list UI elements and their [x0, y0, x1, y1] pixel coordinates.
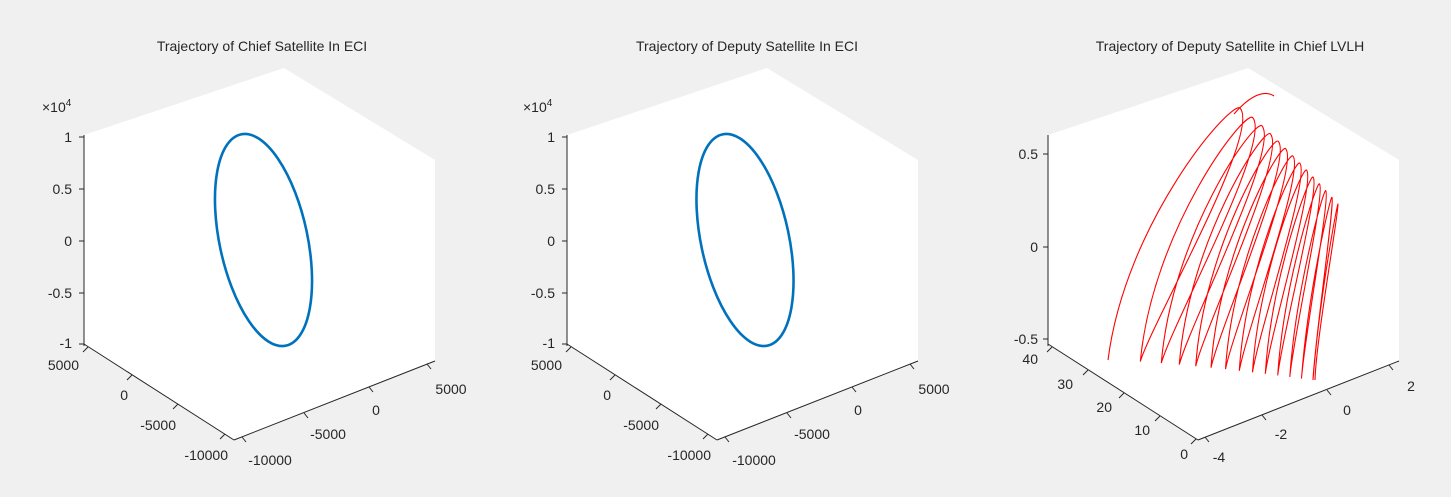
left-tick-label: 5000	[531, 357, 562, 373]
left-tick-label: -10000	[667, 447, 711, 463]
chart-title-1: Trajectory of Chief Satellite In ECI	[157, 38, 367, 54]
right-floor-axis-2: -10000 -5000 0 5000	[716, 360, 950, 468]
axes-box-2	[567, 68, 918, 440]
left-tick-label: 10	[1134, 422, 1150, 438]
chart-title-3: Trajectory of Deputy Satellite in Chief …	[1096, 38, 1364, 54]
right-tick-mark	[786, 412, 792, 419]
right-tick-mark	[303, 412, 309, 419]
right-tick-label: -5000	[310, 426, 346, 442]
left-tick-mark	[702, 433, 709, 440]
z-exponent-label-1: ×104	[42, 98, 72, 115]
right-tick-mark	[426, 363, 432, 370]
left-tick-mark	[1082, 369, 1089, 376]
left-axis-line-1	[83, 343, 235, 441]
right-tick-label: -10000	[248, 452, 292, 468]
right-tick-mark	[851, 386, 857, 393]
right-tick-label: 5000	[918, 381, 949, 397]
trajectory-start-arc	[1233, 92, 1275, 115]
z-axis-2: 1 0.5 0 -0.5 -1	[531, 129, 568, 351]
z-tick-label: -0.5	[1014, 331, 1038, 347]
left-tick-label: 0	[603, 387, 611, 403]
right-tick-label: -5000	[794, 426, 830, 442]
right-tick-label: -4	[1213, 449, 1226, 465]
z-tick-label: 1	[64, 129, 72, 145]
z-axis-3: 0.5 0 -0.5	[1014, 135, 1049, 347]
right-tick-mark	[724, 436, 730, 443]
right-tick-label: 2	[1407, 378, 1415, 394]
z-tick-label: -0.5	[48, 285, 72, 301]
right-floor-axis-3: -4 -2 0 2	[1197, 360, 1415, 465]
left-tick-mark	[1046, 346, 1053, 353]
left-axis-line-2	[566, 343, 718, 441]
right-tick-label: -10000	[732, 452, 776, 468]
z-tick-label: 0	[64, 233, 72, 249]
left-tick-label: 40	[1022, 351, 1038, 367]
left-tick-mark	[565, 346, 572, 353]
orbit-line-chief	[213, 132, 314, 348]
z-tick-label: 1	[547, 129, 555, 145]
relative-trajectory-line	[1107, 92, 1339, 381]
z-tick-label: 0.5	[536, 181, 556, 197]
z-tick-label: 0.5	[53, 181, 73, 197]
left-tick-mark	[655, 403, 662, 410]
left-tick-mark	[172, 403, 179, 410]
subplot-3: Trajectory of Deputy Satellite in Chief …	[1014, 38, 1415, 465]
right-tick-label: 0	[1343, 402, 1351, 418]
right-tick-label: 5000	[435, 381, 466, 397]
left-tick-mark	[609, 374, 616, 381]
right-axis-line-3	[1197, 360, 1400, 441]
z-axis-1: 1 0.5 0 -0.5 -1	[48, 129, 85, 351]
orbit-line-deputy	[695, 132, 795, 348]
left-tick-mark	[1190, 438, 1197, 445]
right-tick-mark	[1204, 436, 1210, 443]
z-tick-label: 0.5	[1019, 146, 1039, 162]
left-tick-label: 0	[1180, 446, 1188, 462]
z-tick-label: -1	[543, 335, 556, 351]
z-exponent-label-2: ×104	[523, 98, 553, 115]
right-tick-label: -2	[1275, 426, 1288, 442]
left-tick-label: -5000	[140, 417, 176, 433]
left-tick-label: -10000	[184, 447, 228, 463]
left-tick-mark	[126, 374, 133, 381]
right-tick-mark	[241, 436, 247, 443]
right-tick-mark	[1388, 364, 1394, 371]
z-tick-label: -1	[60, 335, 73, 351]
left-floor-axis-3: 40 30 20 10 0	[1022, 343, 1199, 462]
right-tick-mark	[1261, 414, 1267, 421]
right-floor-axis-1: -10000 -5000 0 5000	[233, 360, 467, 468]
right-tick-mark	[368, 386, 374, 393]
left-floor-axis-1: 5000 0 -5000 -10000	[48, 343, 235, 463]
right-axis-line-1	[233, 360, 436, 441]
axes-box-1	[84, 68, 435, 440]
left-tick-label: 5000	[48, 357, 79, 373]
left-tick-label: -5000	[623, 417, 659, 433]
axes-box-3	[1048, 68, 1399, 440]
left-tick-mark	[1154, 415, 1161, 422]
right-tick-label: 0	[372, 402, 380, 418]
left-axis-line-3	[1047, 343, 1199, 441]
left-tick-mark	[1118, 392, 1125, 399]
right-axis-line-2	[716, 360, 919, 441]
left-tick-label: 20	[1096, 399, 1112, 415]
left-tick-mark	[82, 346, 89, 353]
z-tick-label: -0.5	[531, 285, 555, 301]
chart-title-2: Trajectory of Deputy Satellite In ECI	[636, 38, 858, 54]
subplot-2: Trajectory of Deputy Satellite In ECI ×1…	[523, 38, 950, 468]
left-floor-axis-2: 5000 0 -5000 -10000	[531, 343, 718, 463]
subplot-1: Trajectory of Chief Satellite In ECI ×10…	[42, 38, 467, 468]
left-tick-mark	[219, 433, 226, 440]
right-tick-label: 0	[854, 402, 862, 418]
z-tick-label: 0	[547, 233, 555, 249]
right-tick-mark	[1326, 389, 1332, 396]
left-tick-label: 0	[120, 387, 128, 403]
left-tick-label: 30	[1057, 376, 1073, 392]
trajectory-spiral-path	[1107, 107, 1339, 381]
z-tick-label: 0	[1030, 239, 1038, 255]
right-tick-mark	[909, 363, 915, 370]
